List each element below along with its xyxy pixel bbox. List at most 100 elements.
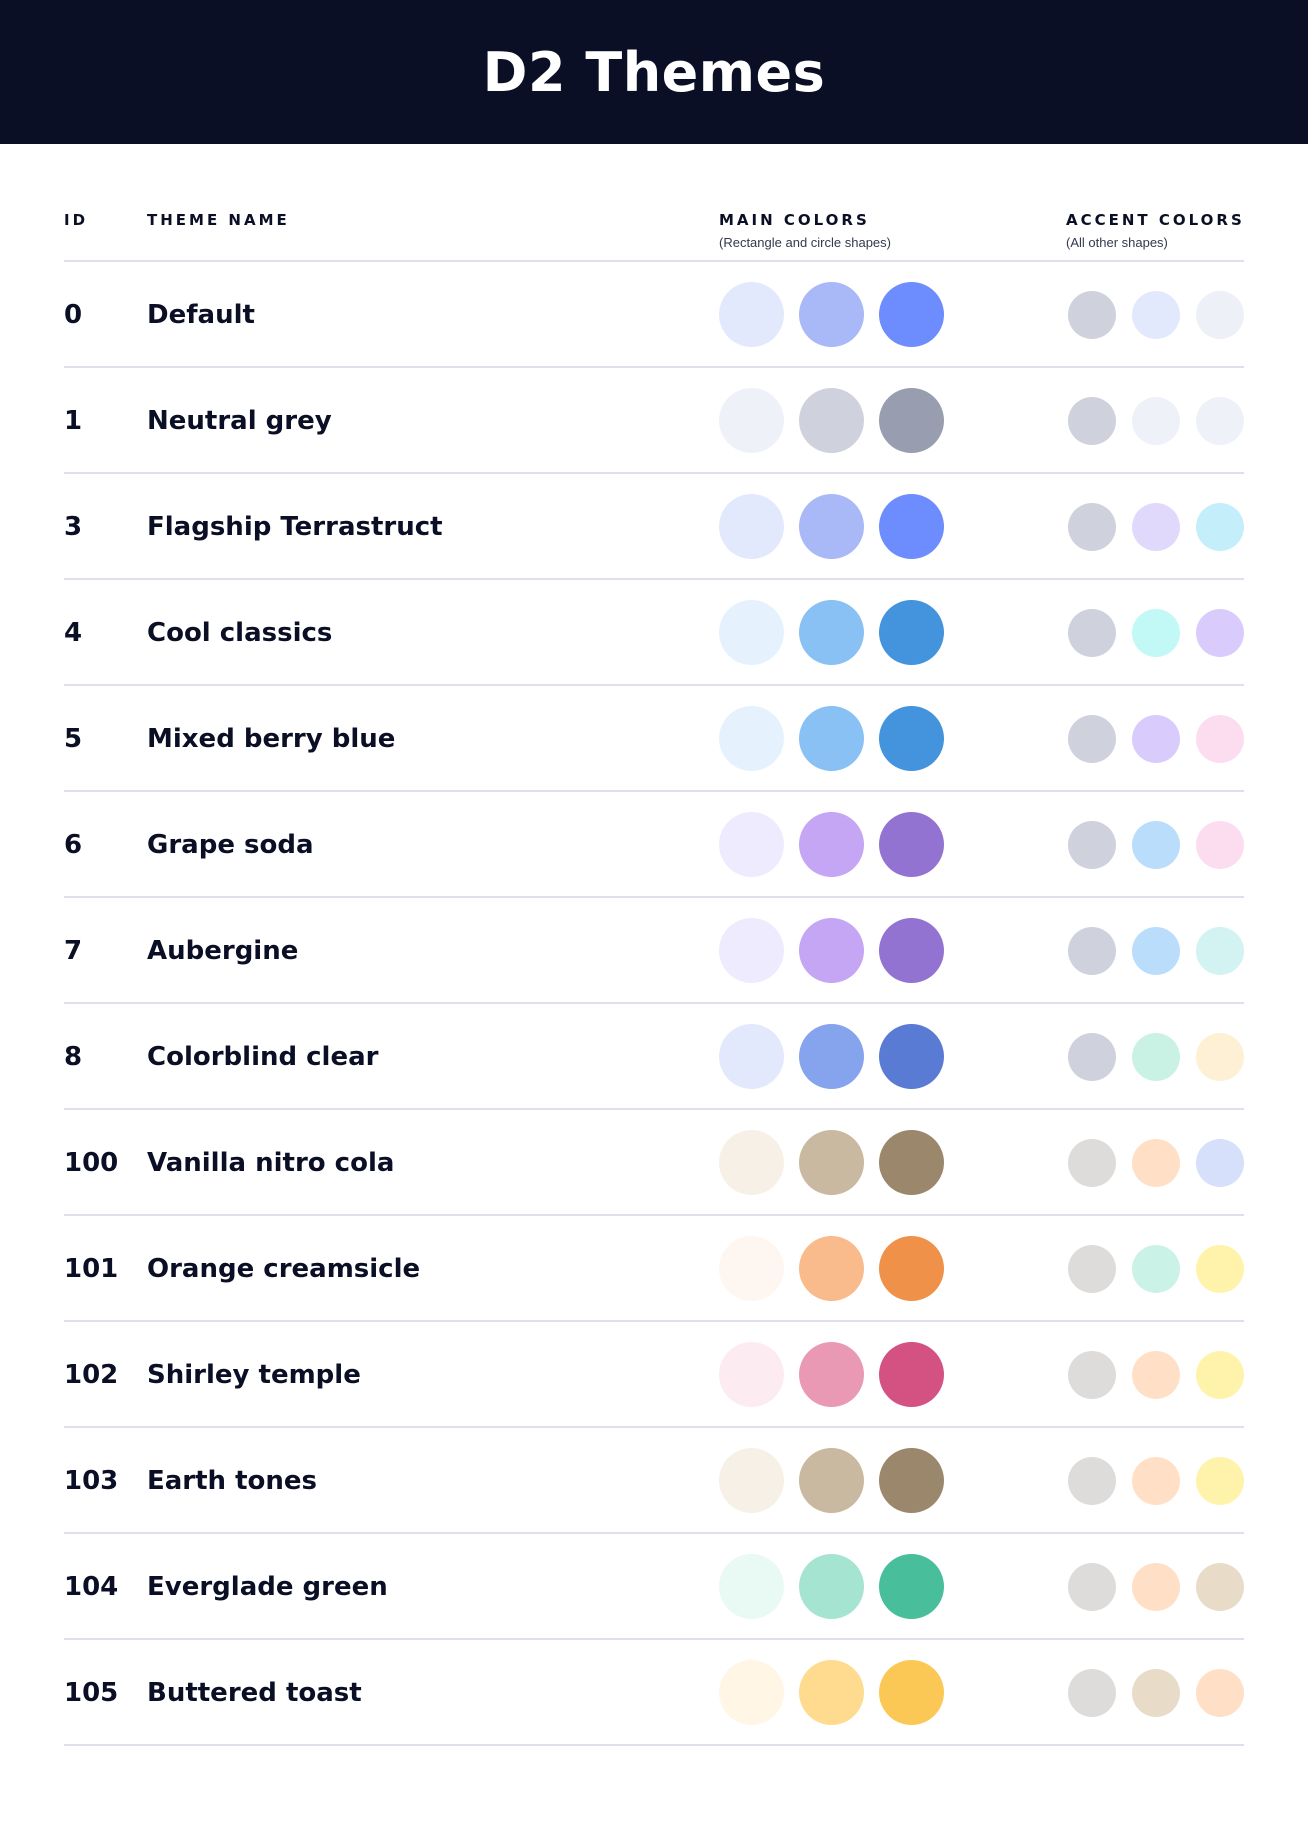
accent-color-swatch (1068, 1245, 1116, 1293)
main-color-swatch (879, 1024, 944, 1089)
main-color-swatch (799, 918, 864, 983)
accent-color-swatch (1068, 1563, 1116, 1611)
theme-name: Orange creamsicle (147, 1254, 421, 1284)
table-row: 0 Default (0, 262, 1308, 368)
accent-color-swatch (1132, 503, 1180, 551)
accent-color-swatch (1132, 291, 1180, 339)
accent-color-swatch (1068, 1457, 1116, 1505)
theme-id: 7 (64, 936, 83, 966)
table-row: 103 Earth tones (0, 1428, 1308, 1534)
accent-color-swatch (1196, 291, 1244, 339)
theme-id: 5 (64, 724, 83, 754)
accent-color-swatch (1068, 821, 1116, 869)
main-color-swatch (799, 388, 864, 453)
column-header-id: ID (64, 211, 89, 229)
header-divider (64, 260, 1244, 262)
accent-color-swatch (1196, 1563, 1244, 1611)
main-color-swatch (879, 282, 944, 347)
row-divider (64, 1002, 1244, 1004)
column-subheader-main-colors: (Rectangle and circle shapes) (719, 235, 891, 250)
main-color-swatch (879, 1342, 944, 1407)
column-subheader-accent-colors: (All other shapes) (1066, 235, 1168, 250)
accent-color-swatch (1196, 821, 1244, 869)
row-divider (64, 1214, 1244, 1216)
main-color-swatch (879, 494, 944, 559)
accent-color-swatch (1196, 1669, 1244, 1717)
accent-color-swatch (1068, 715, 1116, 763)
main-color-swatch (799, 600, 864, 665)
row-divider (64, 1532, 1244, 1534)
main-color-swatch (879, 706, 944, 771)
accent-color-swatch (1196, 1033, 1244, 1081)
accent-color-swatch (1132, 1457, 1180, 1505)
accent-color-swatch (1132, 1139, 1180, 1187)
theme-id: 103 (64, 1466, 119, 1496)
row-divider (64, 1320, 1244, 1322)
main-color-swatch (719, 1448, 784, 1513)
accent-color-swatch (1132, 1669, 1180, 1717)
theme-name: Mixed berry blue (147, 724, 396, 754)
main-color-swatch (719, 1024, 784, 1089)
accent-color-swatch (1132, 1033, 1180, 1081)
accent-color-swatch (1196, 927, 1244, 975)
main-color-swatch (879, 1448, 944, 1513)
theme-name: Default (147, 300, 255, 330)
column-header-main-colors: MAIN COLORS (719, 211, 870, 229)
table-row: 105 Buttered toast (0, 1640, 1308, 1746)
main-color-swatch (799, 1554, 864, 1619)
column-header-accent-colors: ACCENT COLORS (1066, 211, 1245, 229)
main-color-swatch (719, 600, 784, 665)
accent-color-swatch (1132, 1563, 1180, 1611)
main-color-swatch (719, 282, 784, 347)
theme-name: Colorblind clear (147, 1042, 379, 1072)
page-header: D2 Themes (0, 0, 1308, 144)
row-divider (64, 1426, 1244, 1428)
theme-name: Grape soda (147, 830, 314, 860)
row-divider (64, 790, 1244, 792)
theme-id: 104 (64, 1572, 119, 1602)
accent-color-swatch (1196, 1351, 1244, 1399)
table-row: 7 Aubergine (0, 898, 1308, 1004)
accent-color-swatch (1132, 397, 1180, 445)
accent-color-swatch (1068, 1033, 1116, 1081)
theme-name: Buttered toast (147, 1678, 362, 1708)
accent-color-swatch (1068, 927, 1116, 975)
main-color-swatch (719, 918, 784, 983)
table-row: 1 Neutral grey (0, 368, 1308, 474)
theme-id: 8 (64, 1042, 83, 1072)
theme-name: Neutral grey (147, 406, 332, 436)
main-color-swatch (719, 1660, 784, 1725)
table-row: 104 Everglade green (0, 1534, 1308, 1640)
table-row: 102 Shirley temple (0, 1322, 1308, 1428)
theme-id: 100 (64, 1148, 119, 1178)
theme-name: Vanilla nitro cola (147, 1148, 395, 1178)
theme-id: 105 (64, 1678, 119, 1708)
accent-color-swatch (1132, 821, 1180, 869)
accent-color-swatch (1068, 1139, 1116, 1187)
main-color-swatch (879, 918, 944, 983)
row-divider (64, 1638, 1244, 1640)
accent-color-swatch (1132, 927, 1180, 975)
main-color-swatch (719, 388, 784, 453)
accent-color-swatch (1196, 1457, 1244, 1505)
theme-id: 102 (64, 1360, 119, 1390)
page-title: D2 Themes (482, 40, 826, 104)
main-color-swatch (799, 1342, 864, 1407)
row-divider (64, 366, 1244, 368)
theme-id: 3 (64, 512, 83, 542)
accent-color-swatch (1196, 503, 1244, 551)
accent-color-swatch (1196, 609, 1244, 657)
theme-name: Cool classics (147, 618, 333, 648)
accent-color-swatch (1132, 1351, 1180, 1399)
theme-name: Aubergine (147, 936, 299, 966)
table-row: 100 Vanilla nitro cola (0, 1110, 1308, 1216)
table-row: 8 Colorblind clear (0, 1004, 1308, 1110)
theme-name: Earth tones (147, 1466, 318, 1496)
main-color-swatch (879, 600, 944, 665)
row-divider (64, 1744, 1244, 1746)
main-color-swatch (799, 1660, 864, 1725)
column-header-theme-name: THEME NAME (147, 211, 290, 229)
row-divider (64, 684, 1244, 686)
theme-id: 1 (64, 406, 83, 436)
table-row: 4 Cool classics (0, 580, 1308, 686)
